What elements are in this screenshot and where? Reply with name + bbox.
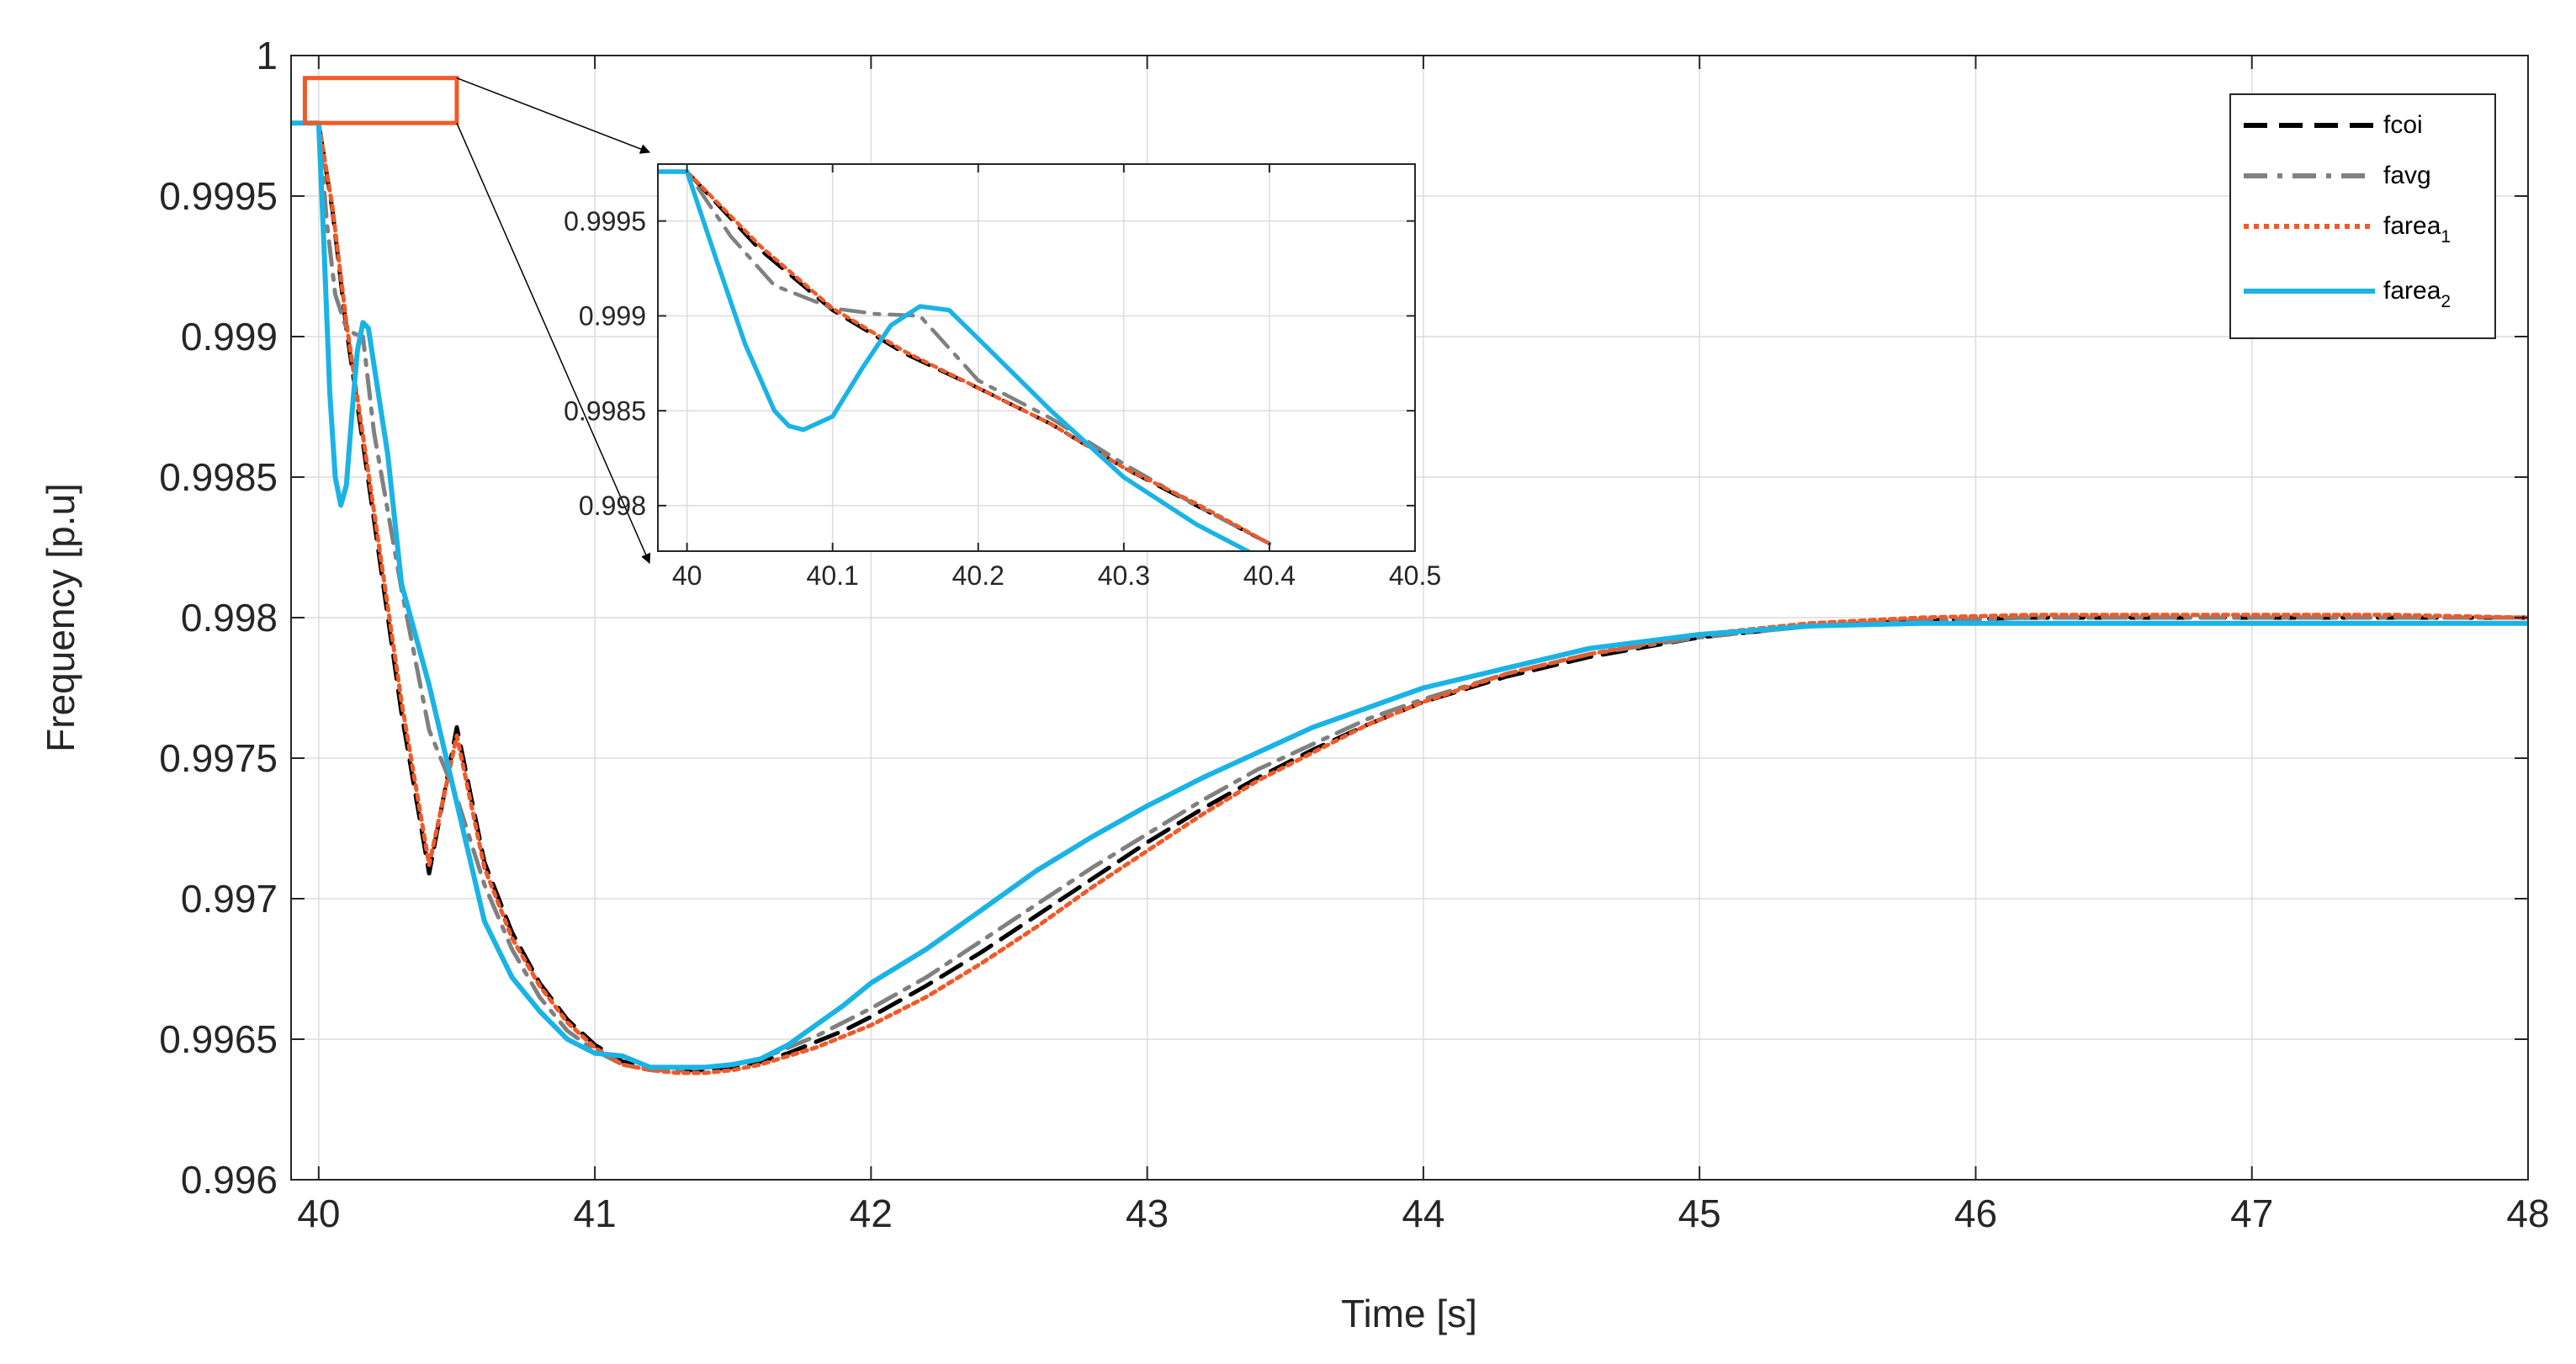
x-tick-label: 42 — [850, 1192, 893, 1235]
inset-ticks — [658, 164, 1416, 551]
x-tick-label: 45 — [1678, 1192, 1721, 1235]
legend-entry-fcoi: fcoi — [2244, 111, 2423, 139]
zoom-connector-top-arrow — [456, 77, 651, 154]
x-tick-label: 47 — [2230, 1192, 2273, 1235]
main-series-group — [291, 120, 2528, 1075]
x-tick-label: 40.4 — [1243, 560, 1296, 591]
x-tick-label: 48 — [2506, 1192, 2549, 1235]
legend-label-farea2-subscript: 2 — [2441, 292, 2451, 311]
legend-entry-favg: favg — [2244, 162, 2431, 189]
inset-series-line-favg — [658, 169, 1272, 546]
inset-grid — [658, 164, 1416, 551]
y-tick-label: 0.998 — [181, 596, 278, 640]
inset-axes-box — [657, 163, 1416, 552]
legend-label-fcoi: fcoi — [2383, 111, 2423, 139]
x-axis-label: Time [s] — [1341, 1292, 1477, 1335]
legend-label-farea1-subscript: 1 — [2441, 227, 2451, 247]
inset-axes: 40 40.1 40.2 40.3 40.4 40.5 0.9980.99850.9990… — [564, 163, 1441, 591]
x-tick-label: 44 — [1402, 1192, 1444, 1235]
legend-label-favg: favg — [2383, 162, 2431, 189]
legend-entry-farea1: farea1 — [2244, 212, 2451, 247]
legend-label-farea1: farea1 — [2383, 212, 2451, 247]
main-ticks — [291, 55, 2529, 1181]
x-tick-label: 40.5 — [1389, 560, 1441, 591]
y-tick-label: 0.999 — [181, 315, 278, 358]
y-tick-label: 0.997 — [181, 877, 278, 921]
x-tick-label: 46 — [1954, 1192, 1997, 1235]
legend-label-farea2: farea2 — [2383, 277, 2451, 311]
y-tick-label: 0.9965 — [159, 1017, 278, 1061]
y-axis-label: Frequency [p.u] — [39, 483, 82, 752]
zoom-connector-bottom-arrow — [456, 122, 651, 565]
x-tick-label: 40.1 — [807, 560, 859, 591]
x-tick-label: 40.3 — [1098, 560, 1150, 591]
x-tick-label: 41 — [574, 1192, 617, 1235]
inset-series-line-farea2 — [658, 169, 1253, 551]
main-x-tick-labels: 40 41 42 43 44 45 46 47 48 — [297, 1192, 2549, 1235]
x-tick-label: 40 — [672, 560, 702, 591]
legend-box — [2229, 93, 2496, 339]
inset-plot-area — [658, 164, 1415, 551]
y-tick-label: 0.9985 — [564, 395, 646, 426]
inset-y-tick-labels: 0.998 0.9985 0.999 0.9995 — [564, 206, 646, 521]
series-line-favg — [291, 120, 2528, 1073]
y-tick-label: 0.996 — [181, 1158, 278, 1202]
series-line-fcoi — [291, 120, 2528, 1073]
y-tick-label: 0.998 — [579, 491, 646, 521]
inset-x-tick-labels: 40 40.1 40.2 40.3 40.4 40.5 — [672, 560, 1441, 591]
series-line-farea2 — [291, 120, 2528, 1070]
zoom-region-box — [302, 76, 459, 125]
y-tick-label: 0.999 — [579, 301, 646, 332]
inset-series-group — [658, 169, 1272, 551]
y-tick-label: 0.9995 — [564, 206, 646, 236]
x-tick-label: 40.2 — [952, 560, 1004, 591]
y-tick-label: 0.9975 — [159, 736, 278, 780]
legend: fcoi favg farea1 farea2 — [2229, 93, 2496, 339]
legend-entry-farea2: farea2 — [2244, 277, 2451, 311]
x-tick-label: 40 — [297, 1192, 340, 1235]
main-y-tick-labels: 0.996 0.9965 0.997 0.9975 0.998 0.9985 0.999 0.… — [159, 34, 278, 1202]
x-tick-label: 43 — [1126, 1192, 1169, 1235]
y-tick-label: 0.9995 — [159, 174, 278, 218]
y-tick-label: 0.9985 — [159, 455, 278, 499]
y-tick-label: 1 — [256, 34, 278, 77]
inset-series-line-farea1 — [658, 169, 1272, 546]
